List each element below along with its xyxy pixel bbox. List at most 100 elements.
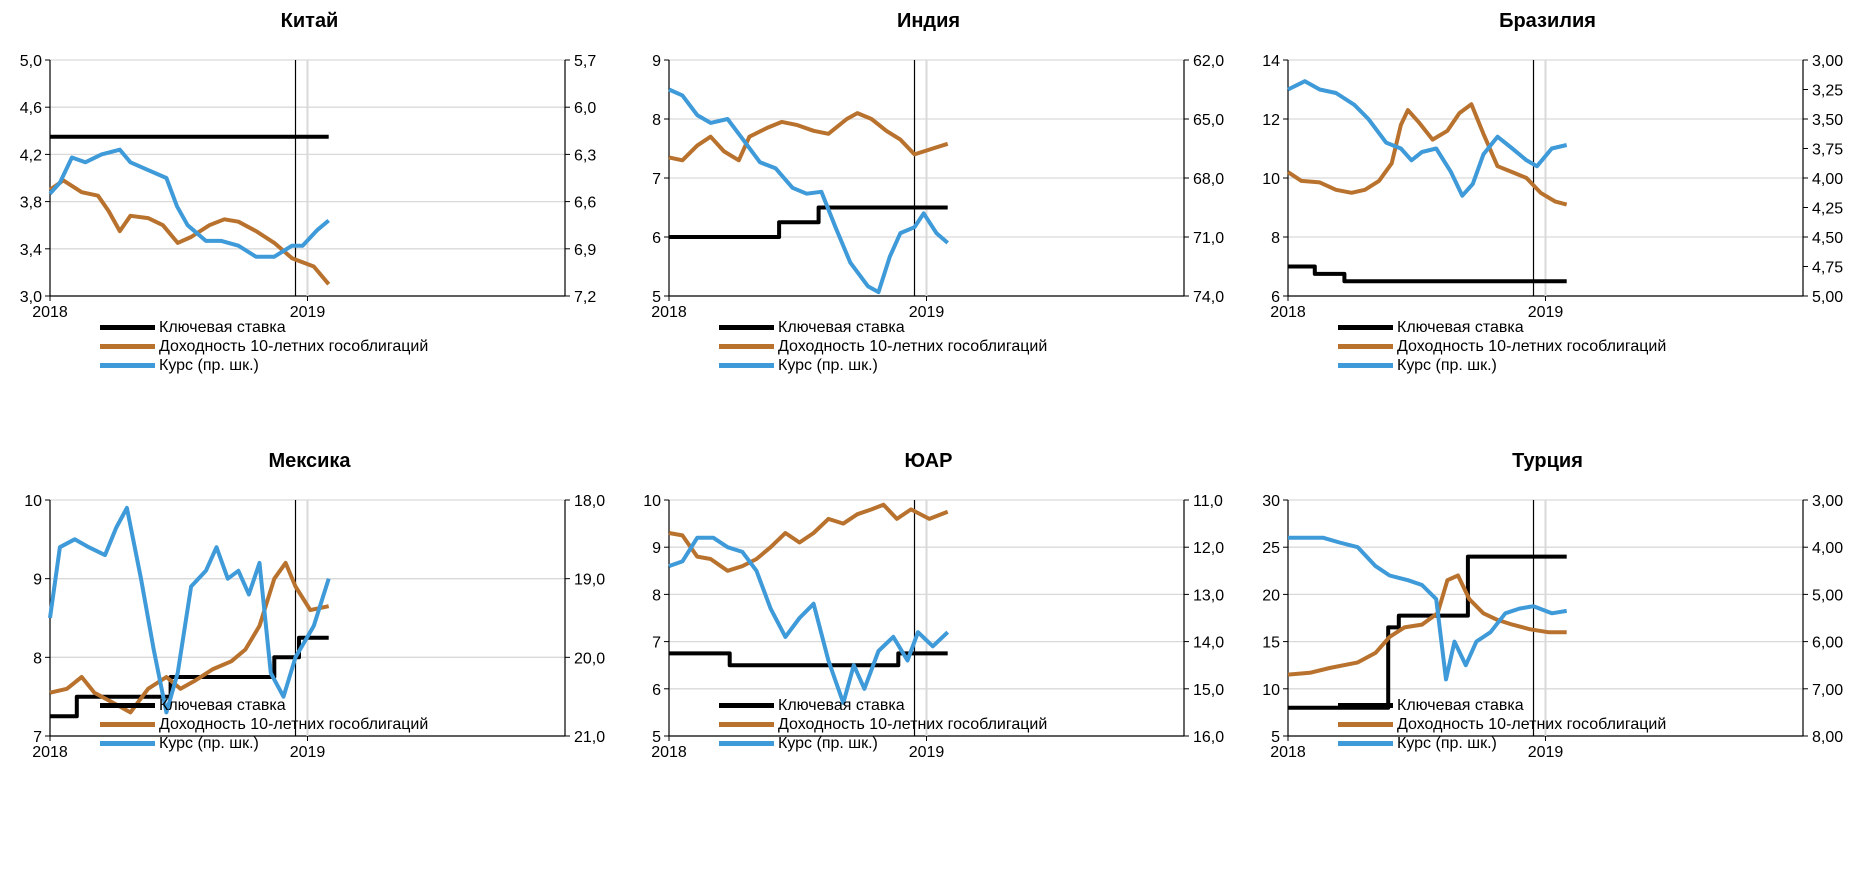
legend-item-yield: Доходность 10-летних гособлигаций bbox=[100, 337, 428, 356]
legend-swatch bbox=[1338, 741, 1393, 746]
series-line-fx bbox=[668, 535, 950, 705]
left-tick-label: 5,0 bbox=[20, 53, 42, 70]
left-tick-label: 30 bbox=[1262, 493, 1280, 510]
legend-swatch bbox=[719, 344, 774, 349]
right-tick-label: 4,00 bbox=[1812, 171, 1843, 188]
legend-label: Доходность 10-летних гособлигаций bbox=[159, 716, 429, 733]
right-tick-label: 7,00 bbox=[1812, 682, 1843, 699]
left-tick-label: 4,6 bbox=[20, 100, 42, 117]
right-tick-label: 3,00 bbox=[1812, 53, 1843, 70]
series-line-fx bbox=[668, 87, 950, 295]
legend-label: Доходность 10-летних гособлигаций bbox=[778, 338, 1048, 355]
legend-swatch bbox=[719, 363, 774, 368]
right-tick-label: 6,6 bbox=[574, 195, 596, 212]
legend-label: Ключевая ставка bbox=[159, 319, 286, 336]
left-tick-label: 5 bbox=[652, 729, 661, 746]
legend-swatch bbox=[719, 703, 774, 708]
right-tick-label: 15,0 bbox=[1193, 682, 1224, 699]
left-tick-label: 9 bbox=[652, 540, 661, 557]
legend-label: Ключевая ставка bbox=[1397, 319, 1524, 336]
left-tick-label: 3,4 bbox=[20, 242, 42, 259]
chart-legend: Ключевая ставка Доходность 10-летних госо… bbox=[1338, 318, 1666, 375]
series-line-fx bbox=[1288, 535, 1568, 682]
legend-item-fx: Курс (пр. шк.) bbox=[719, 734, 1047, 753]
chart-legend: Ключевая ставка Доходность 10-летних госо… bbox=[100, 696, 428, 753]
chart-svg: 5 6 7 8 9 62,0 65,0 68,0 71,0 74,0 2018 2019 bbox=[651, 53, 1224, 321]
chart-legend: Ключевая ставка Доходность 10-летних госо… bbox=[719, 318, 1047, 375]
right-tick-label: 74,0 bbox=[1193, 289, 1224, 306]
legend-label: Курс (пр. шк.) bbox=[778, 357, 878, 374]
right-tick-label: 4,75 bbox=[1812, 260, 1843, 277]
legend-swatch bbox=[100, 703, 155, 708]
legend-label: Доходность 10-летних гособлигаций bbox=[1397, 338, 1667, 355]
left-tick-label: 7 bbox=[652, 171, 661, 188]
left-tick-label: 10 bbox=[643, 493, 661, 510]
left-tick-label: 9 bbox=[652, 53, 661, 70]
right-tick-label: 5,00 bbox=[1812, 587, 1843, 604]
legend-label: Ключевая ставка bbox=[778, 319, 905, 336]
legend-item-rate: Ключевая ставка bbox=[100, 318, 428, 337]
left-tick-label: 8 bbox=[1271, 230, 1280, 247]
chart-legend: Ключевая ставка Доходность 10-летних госо… bbox=[719, 696, 1047, 753]
series-line-yield bbox=[1286, 102, 1568, 207]
left-tick-label: 8 bbox=[33, 650, 42, 667]
right-tick-label: 8,00 bbox=[1812, 729, 1843, 746]
series-line-rate bbox=[669, 651, 948, 668]
chart-title: Мексика bbox=[268, 450, 351, 472]
legend-swatch bbox=[719, 741, 774, 746]
legend-swatch bbox=[719, 325, 774, 330]
x-tick-label: 2018 bbox=[1270, 304, 1306, 321]
legend-item-rate: Ключевая ставка bbox=[719, 696, 1047, 715]
x-tick-label: 2018 bbox=[651, 744, 687, 761]
series-line-yield bbox=[1287, 573, 1567, 677]
right-tick-label: 71,0 bbox=[1193, 230, 1224, 247]
x-tick-label: 2019 bbox=[290, 744, 326, 761]
right-tick-label: 3,50 bbox=[1812, 112, 1843, 129]
left-tick-label: 5 bbox=[1271, 729, 1280, 746]
legend-item-fx: Курс (пр. шк.) bbox=[100, 356, 428, 375]
chart-panel: Китай 3,0 3,4 3,8 4,2 4,6 5,0 5,7 6,0 6,3 6,6 6,9 7,… bbox=[0, 0, 619, 440]
legend-item-fx: Курс (пр. шк.) bbox=[719, 356, 1047, 375]
series-line-yield bbox=[668, 502, 949, 573]
right-tick-label: 14,0 bbox=[1193, 635, 1224, 652]
left-tick-label: 8 bbox=[652, 587, 661, 604]
legend-label: Доходность 10-летних гособлигаций bbox=[1397, 716, 1667, 733]
legend-item-fx: Курс (пр. шк.) bbox=[1338, 356, 1666, 375]
left-tick-label: 5 bbox=[652, 289, 661, 306]
right-tick-label: 4,50 bbox=[1812, 230, 1843, 247]
left-tick-label: 25 bbox=[1262, 540, 1280, 557]
left-tick-label: 6 bbox=[1271, 289, 1280, 306]
chart-svg: 6 8 10 12 14 3,00 3,25 3,50 3,75 4,00 4,25 4,50 4,75… bbox=[1262, 53, 1843, 321]
legend-label: Ключевая ставка bbox=[778, 697, 905, 714]
legend-swatch bbox=[1338, 344, 1393, 349]
left-tick-label: 3,0 bbox=[20, 289, 42, 306]
x-tick-label: 2018 bbox=[32, 304, 68, 321]
x-tick-label: 2019 bbox=[909, 744, 945, 761]
legend-swatch bbox=[1338, 703, 1393, 708]
right-tick-label: 19,0 bbox=[574, 572, 605, 589]
x-tick-label: 2019 bbox=[290, 304, 326, 321]
right-tick-label: 68,0 bbox=[1193, 171, 1224, 188]
right-tick-label: 18,0 bbox=[574, 493, 605, 510]
left-tick-label: 9 bbox=[33, 572, 42, 589]
right-tick-label: 16,0 bbox=[1193, 729, 1224, 746]
right-tick-label: 6,00 bbox=[1812, 635, 1843, 652]
chart-title: Индия bbox=[896, 10, 961, 32]
legend-item-yield: Доходность 10-летних гособлигаций bbox=[719, 715, 1047, 734]
legend-swatch bbox=[100, 741, 155, 746]
right-tick-label: 21,0 bbox=[574, 729, 605, 746]
left-tick-label: 6 bbox=[652, 230, 661, 247]
left-tick-label: 10 bbox=[1262, 682, 1280, 699]
series-line-fx bbox=[48, 147, 330, 259]
chart-panel: Турция 5 10 15 20 25 30 3,00 4,00 5,00 6,00 7,00 8,0… bbox=[1238, 440, 1857, 880]
legend-swatch bbox=[1338, 325, 1393, 330]
x-tick-label: 2018 bbox=[651, 304, 687, 321]
right-tick-label: 13,0 bbox=[1193, 587, 1224, 604]
chart-title: Турция bbox=[1512, 450, 1583, 472]
legend-item-rate: Ключевая ставка bbox=[100, 696, 428, 715]
chart-legend: Ключевая ставка Доходность 10-летних госо… bbox=[100, 318, 428, 375]
legend-item-yield: Доходность 10-летних гособлигаций bbox=[1338, 715, 1666, 734]
chart-panel: Мексика 7 8 9 10 18,0 19,0 20,0 21,0 2018 2019 Ключ… bbox=[0, 440, 619, 880]
chart-title: ЮАР bbox=[904, 450, 953, 472]
legend-label: Доходность 10-летних гособлигаций bbox=[778, 716, 1048, 733]
